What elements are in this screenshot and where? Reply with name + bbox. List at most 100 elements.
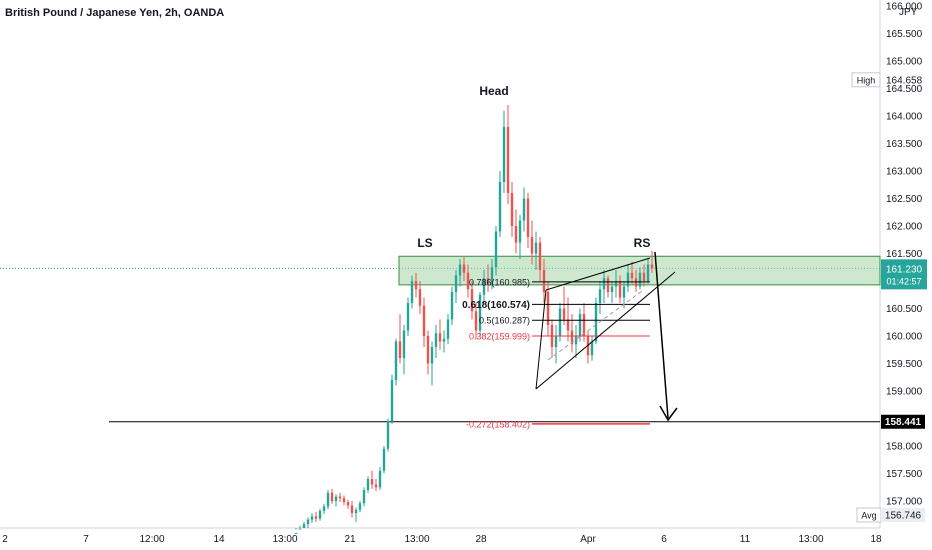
candle [382,446,386,474]
candle [402,325,406,375]
wedge-midline [547,290,643,361]
candle [514,209,518,254]
x-tick-label: 13:00 [798,534,823,545]
candle [542,259,546,303]
right-shoulder-label: RS [634,236,651,250]
candle [374,479,378,492]
y-tick-label: 159.000 [886,387,923,398]
candle [642,264,646,287]
candle [626,264,630,292]
candle [330,488,334,504]
candle [438,319,442,350]
y-tick-label: 163.500 [886,139,923,150]
candle [426,330,430,375]
high-tag [851,72,881,88]
candle [574,325,578,358]
candle [342,495,346,506]
y-tick-label: 165.500 [886,29,923,40]
candle [446,314,450,345]
x-tick-label: 12:00 [139,534,164,545]
candle [518,215,522,259]
candle [310,513,314,523]
candle [602,270,606,303]
candle [398,314,402,364]
candle [498,171,502,237]
projection-arrow-line [654,251,669,419]
candle [390,374,394,424]
candle [558,303,562,342]
candle [562,286,566,325]
candle [322,503,326,515]
candle [646,259,650,284]
candle [482,270,486,303]
candle [454,270,458,303]
y-tick-label: 164.500 [886,84,923,95]
support-price-label: 158.441 [885,417,922,428]
candle [506,105,510,204]
x-tick-label: 28 [475,534,487,545]
candle [502,110,506,193]
fib-05-label: 0.5(160.287) [479,316,530,326]
avg-value-label: 156.746 [885,510,922,521]
currency-label: JPY [899,7,918,18]
x-tick-label: 7 [83,534,89,545]
y-tick-label: 164.000 [886,112,923,123]
head-label: Head [479,84,508,98]
candle [486,264,490,292]
candle [466,264,470,298]
candle [522,187,526,232]
y-tick-label: 157.500 [886,469,923,480]
candle [386,418,390,452]
candle [546,281,550,336]
candle [318,508,322,521]
projection-arrow-head [659,405,678,422]
candle [586,330,590,364]
candle [530,220,534,265]
high-value-label: 164.658 [886,75,923,86]
y-tick-label: 166.000 [886,2,923,13]
candle [314,512,318,522]
candle [474,303,478,339]
y-tick-label: 162.500 [886,194,923,205]
candle [610,281,614,303]
x-tick-label: Apr [580,534,596,545]
x-tick-label: 13:00 [272,534,297,545]
candle [582,303,586,342]
candle [418,281,422,314]
candle [298,525,302,530]
left-shoulder-label: LS [417,236,432,250]
candle [326,490,330,510]
candle [394,338,398,386]
x-tick-label: 6 [661,534,667,545]
y-tick-label: 161.500 [886,249,923,260]
candle [302,521,306,528]
candle [414,272,418,298]
current-price-badge [881,259,927,290]
candle [470,281,474,320]
candle [354,507,358,522]
fib-0786-label: 0.786(160.985) [469,277,530,287]
candle [458,259,462,287]
candle [650,250,654,273]
candle [338,492,342,503]
candle [370,470,374,489]
fib-0382-label: 0.382(159.999) [469,332,530,342]
avg-tag-label: Avg [861,510,876,520]
y-tick-label: 157.000 [886,497,923,508]
candle [534,231,538,270]
candle [434,325,438,358]
y-tick-label: 162.000 [886,222,923,233]
y-tick-label: 163.000 [886,167,923,178]
candle [346,499,350,509]
candle [634,270,638,292]
fib-0618-label: 0.618(160.574) [462,300,530,311]
candle [294,528,298,534]
candle [490,259,494,290]
candle [422,297,426,347]
candle [590,336,594,361]
y-tick-label: 165.000 [886,57,923,68]
wedge-upper-line [545,257,651,291]
candle [638,267,642,290]
bar-countdown-label: 01:42:57 [886,276,921,286]
